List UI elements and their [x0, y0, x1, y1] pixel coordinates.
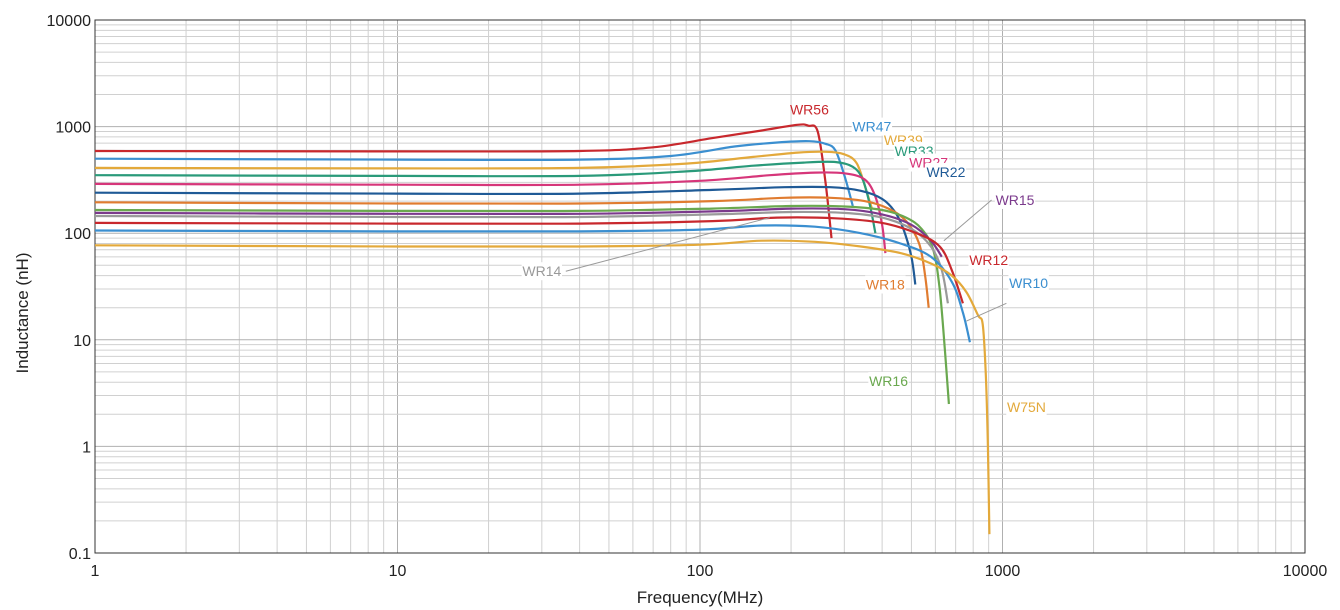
x-axis-title: Frequency(MHz) [637, 588, 764, 607]
series-w75n-label-bg [1006, 397, 1047, 416]
series-wr12-label: WR12 [969, 252, 1008, 268]
y-tick-label: 10000 [47, 13, 92, 30]
series-wr14-leader [565, 217, 770, 272]
series-wr22-label-bg [925, 163, 967, 182]
series-wr27-line [94, 171, 887, 254]
series-wr16-label-bg [868, 372, 909, 391]
x-tick-label: 10000 [1283, 563, 1328, 580]
grid [95, 20, 1305, 553]
y-tick-label: 10 [73, 333, 91, 350]
series-wr10-label: WR10 [1009, 275, 1048, 291]
y-tick-label: 1000 [55, 120, 91, 137]
series-wr22-line [94, 185, 917, 285]
series-wr15-label: WR15 [996, 192, 1035, 208]
series-wr18-label-bg [865, 275, 906, 294]
x-tick-label: 10 [389, 563, 407, 580]
series-wr47-label: WR47 [852, 119, 891, 135]
y-tick-label: 1 [82, 439, 91, 456]
series-labels: WR56WR47WR39WR33WR27WR22WR18WR16WR15WR14… [521, 101, 1049, 416]
series-wr22-label: WR22 [926, 164, 965, 180]
series-wr47-label-bg [851, 117, 893, 136]
series-wr15-line [94, 207, 943, 258]
series-wr39-line [94, 150, 873, 209]
series-layer [94, 123, 991, 535]
series-w75n-line [94, 239, 991, 535]
y-axis-title: Inductance (nH) [13, 253, 32, 374]
x-tick-label: 1000 [985, 563, 1021, 580]
series-w75n-label: W75N [1007, 399, 1046, 415]
series-wr12-label-bg [968, 251, 1009, 270]
x-tick-label: 1 [91, 563, 100, 580]
y-tick-label: 0.1 [69, 546, 91, 563]
x-tick-label: 100 [687, 563, 714, 580]
series-wr12-line [94, 216, 964, 304]
plot-frame [94, 19, 1306, 554]
series-wr16-label: WR16 [869, 373, 908, 389]
series-wr18-label: WR18 [866, 277, 905, 293]
series-wr56-label: WR56 [790, 101, 829, 117]
series-wr47-line [94, 140, 854, 207]
series-wr15-leader [943, 199, 992, 242]
series-wr14-label-bg [521, 262, 563, 281]
series-wr16-line [94, 204, 950, 405]
series-wr10-label-bg [1008, 274, 1049, 293]
series-wr18-line [94, 196, 930, 308]
series-wr10-line [94, 224, 971, 343]
series-w75n-leader [966, 302, 1007, 322]
series-wr14-label: WR14 [522, 263, 561, 279]
series-wr14-line [94, 210, 949, 304]
series-wr15-label-bg [994, 190, 1036, 209]
series-wr56-line [94, 123, 833, 239]
y-tick-label: 100 [64, 226, 91, 243]
